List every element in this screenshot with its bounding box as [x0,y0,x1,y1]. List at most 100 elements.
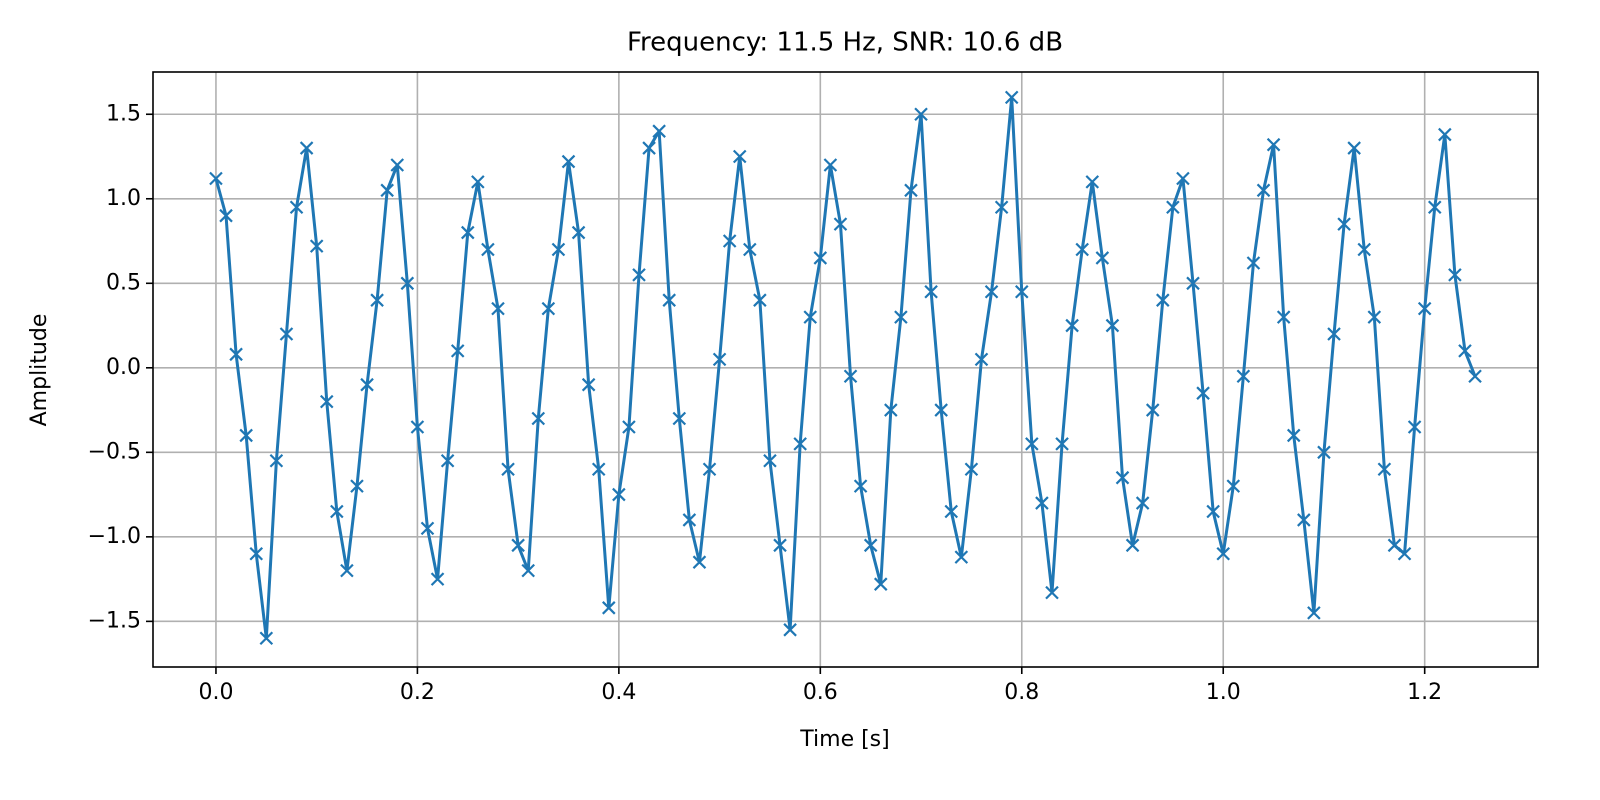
data-line [214,95,1477,640]
data-point [722,234,737,248]
data-point [884,403,898,417]
data-point [964,462,979,477]
data-point [1226,479,1241,493]
data-point [1236,369,1251,384]
data-point [340,563,354,578]
data-point [380,183,394,198]
data-point [1266,137,1281,152]
chart-title: Frequency: 11.5 Hz, SNR: 10.6 dB [627,28,1063,58]
data-point [299,141,314,155]
y-tick-label: −1.0 [88,524,141,549]
data-point [994,200,1009,215]
data-point [602,601,616,615]
data-point [591,462,606,477]
data-point [823,158,838,172]
data-point [219,208,233,223]
x-tick-label: 0.2 [400,680,435,705]
data-point [390,158,405,172]
data-point [581,377,596,392]
data-point [1438,127,1452,142]
data-point [1357,242,1372,257]
data-point [531,411,546,426]
data-point [863,538,878,553]
data-point [471,175,485,189]
data-point [269,454,284,468]
data-point [521,563,535,578]
data-point [873,577,888,591]
data-point [1256,183,1271,198]
data-point [692,555,707,569]
y-tick-label: 1.5 [106,101,141,126]
data-point [924,284,938,299]
data-point [1176,171,1190,186]
data-point [571,225,586,240]
data-point [1417,301,1432,316]
data-point [319,394,334,409]
y-axis-label: Amplitude [27,314,52,427]
data-point [612,487,626,502]
data-point [420,521,435,536]
data-point [561,154,576,169]
data-point [833,217,848,231]
data-point [1115,470,1130,485]
x-tick-label: 0.6 [803,680,838,705]
data-point [1055,437,1069,451]
data-point [632,268,646,282]
data-point [853,479,868,493]
data-point [239,428,253,443]
data-point [743,242,757,257]
data-point [440,454,455,468]
data-point [712,352,727,367]
data-point [491,301,505,316]
data-point [1468,369,1482,384]
data-point [1458,344,1472,358]
data-point [1186,276,1200,291]
data-point [430,572,445,586]
data-point [1004,90,1019,105]
data-point [1105,318,1120,333]
data-point [309,239,324,253]
data-point [783,623,797,637]
data-point [1145,403,1160,417]
data-point [793,437,807,451]
data-point [481,242,495,257]
data-point [652,124,666,138]
data-point [914,107,928,122]
data-point [1014,284,1029,299]
data-point [330,504,344,519]
data-point [1286,428,1301,443]
data-point [1135,496,1150,510]
data-point [662,293,677,307]
data-point [954,550,969,564]
data-point [541,301,556,316]
data-point [360,377,374,392]
data-point [843,369,858,384]
data-point [803,310,818,324]
data-point [450,344,465,358]
data-point [1035,496,1049,510]
data-point [1387,538,1402,553]
data-point [682,513,697,527]
data-point [974,352,989,367]
data-point [622,420,636,434]
data-point [370,293,384,307]
x-axis-label: Time [s] [799,727,889,752]
data-point [753,293,767,307]
data-point [1065,318,1079,333]
data-point [1297,513,1311,527]
data-point [501,462,515,477]
data-point [1216,546,1231,561]
data-point [672,411,687,426]
data-point [249,546,264,561]
data-point [279,327,294,341]
x-tick-label: 1.2 [1407,680,1442,705]
data-point [1206,504,1220,519]
y-tick-label: 1.0 [106,186,141,211]
data-point [1095,251,1110,265]
data-point [1196,386,1210,400]
data-point [1317,445,1331,460]
data-point [1075,242,1089,257]
x-tick-label: 0.0 [198,680,233,705]
